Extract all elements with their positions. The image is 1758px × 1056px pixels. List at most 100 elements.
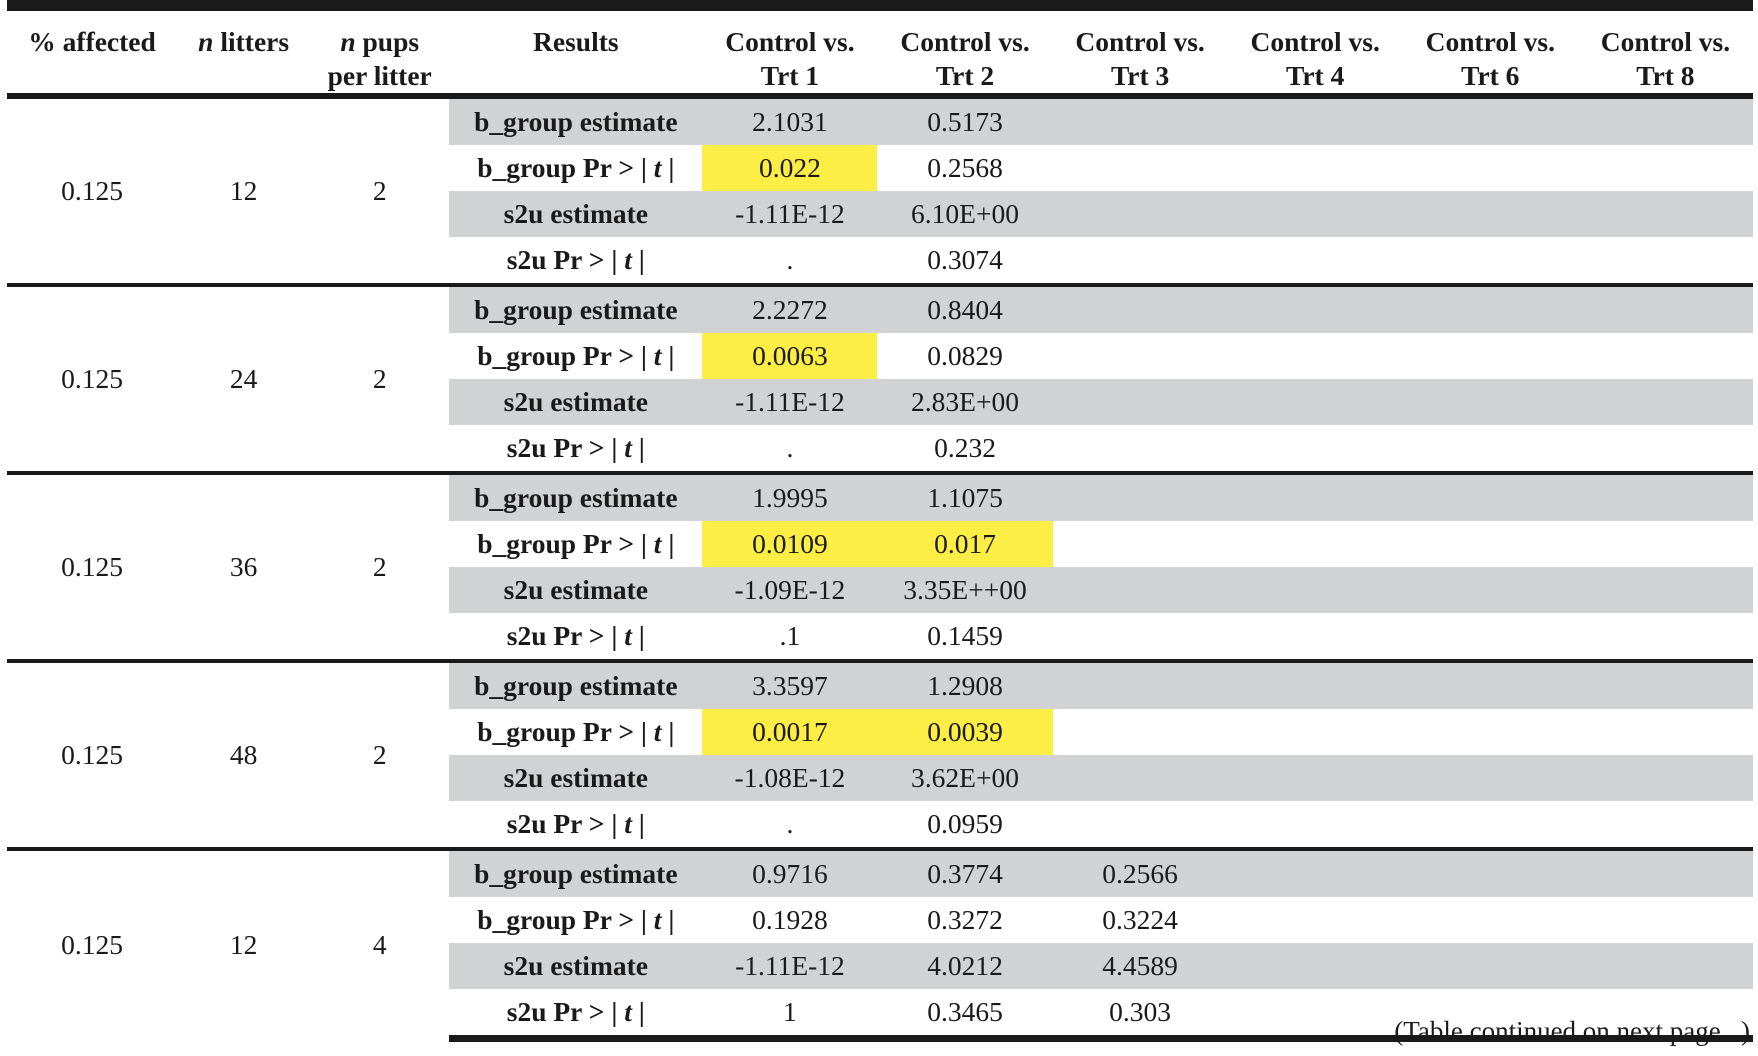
table-row: s2u Pr > | t | 1 0.3465 0.303	[7, 989, 1753, 1042]
value-cell	[1402, 95, 1578, 145]
label-s2u-estimate: s2u estimate	[449, 755, 703, 801]
value-cell: 3.35E++00	[877, 567, 1053, 613]
value-cell	[1402, 943, 1578, 989]
cell-litters: 12	[177, 847, 311, 1039]
cell-litters: 24	[177, 283, 311, 473]
value-cell	[1227, 755, 1403, 801]
header-comparison-trt6: Control vs. Trt 6	[1402, 11, 1578, 99]
value-cell: 2.83E+00	[877, 379, 1053, 425]
value-cell: 4.4589	[1052, 943, 1228, 989]
value-cell	[1578, 521, 1753, 567]
value-cell	[1403, 237, 1578, 285]
value-cell	[1578, 425, 1753, 473]
value-cell: 0.303	[1052, 989, 1228, 1042]
label-s2u-pr: s2u Pr > | t |	[506, 808, 645, 839]
value-cell	[1227, 191, 1403, 237]
value-cell: 1.2908	[877, 659, 1053, 709]
value-cell: 0.3224	[1102, 904, 1178, 935]
value-cell	[1227, 379, 1403, 425]
value-cell	[1577, 567, 1753, 613]
value-cell: 0.0017	[702, 709, 878, 755]
cell-pups: 2	[310, 659, 450, 849]
value-cell	[1052, 283, 1228, 333]
label-s2u-pr: s2u Pr > | t |	[506, 620, 645, 651]
value-cell: 1.9995	[702, 471, 878, 521]
value-cell	[1053, 709, 1228, 755]
value-cell: 3.3597	[702, 659, 878, 709]
value-cell	[1053, 237, 1228, 285]
value-cell: 4.0212	[877, 943, 1053, 989]
value-cell	[1227, 283, 1403, 333]
value-cell	[1228, 333, 1403, 379]
value-cell: 3.62E+00	[877, 755, 1053, 801]
value-cell: 0.0959	[927, 808, 1003, 839]
continuation-note: (Table continued on next page...)	[1394, 1016, 1750, 1046]
table-row: s2u Pr > | t |. 0.3074	[7, 237, 1753, 285]
table-row: s2u Pr > | t | .1 0.1459	[7, 613, 1753, 661]
results-table-wrapper: % affected n litters n pups per litter Re…	[7, 0, 1753, 1042]
value-cell	[1052, 471, 1228, 521]
value-cell: 0.3272	[927, 904, 1003, 935]
value-cell	[1228, 613, 1403, 661]
value-cell: 0.8404	[877, 283, 1053, 333]
cell-litters: 12	[177, 95, 311, 285]
top-rule	[7, 0, 1753, 11]
value-cell	[1227, 95, 1403, 145]
value-cell	[1578, 237, 1753, 285]
header-comparison-trt4: Control vs. Trt 4	[1227, 11, 1403, 99]
value-cell	[1402, 283, 1578, 333]
value-cell	[1228, 521, 1403, 567]
value-cell	[1227, 847, 1403, 897]
header-pups: n pups per litter	[310, 11, 450, 99]
value-cell	[1402, 989, 1578, 1042]
value-cell: 0.1928	[752, 904, 828, 935]
cell-pups: 2	[310, 471, 450, 661]
value-cell: 0.2566	[1052, 847, 1228, 897]
cell-affected: 0.125	[7, 95, 178, 285]
cell-affected: 0.125	[7, 283, 178, 473]
table-row: s2u Pr > | t |. 0.0959	[7, 801, 1753, 849]
table-body: 0.125 12 2 b_group estimate 2.1031 0.5173 b_gr…	[7, 95, 1753, 1042]
table-row: 0.125 24 2 b_group estimate 2.2272 0.8404	[7, 283, 1753, 473]
value-cell: 0.3774	[877, 847, 1053, 897]
value-cell: 0.0829	[927, 340, 1003, 371]
value-cell: 0.5173	[877, 95, 1053, 145]
value-cell	[1052, 659, 1228, 709]
value-cell: 2.2272	[702, 283, 878, 333]
value-cell: 2.1031	[702, 95, 878, 145]
value-cell	[1577, 95, 1753, 145]
cell-affected: 0.125	[7, 659, 178, 849]
label-b-group-pr: b_group Pr > | t |	[477, 904, 675, 935]
table-row: b_group Pr > | t | 0.0109 0.017	[7, 521, 1753, 567]
value-cell	[1227, 989, 1403, 1042]
table-row: 0.125 36 2 b_group estimate 1.9995 1.1075	[7, 471, 1753, 661]
cell-affected: 0.125	[7, 471, 178, 661]
value-cell: 0.9716	[702, 847, 878, 897]
value-cell	[1402, 379, 1578, 425]
value-cell	[1227, 567, 1403, 613]
value-cell	[1403, 145, 1578, 191]
table-row: s2u estimate -1.11E-12 2.83E+00	[7, 379, 1753, 425]
header-comparison-trt8: Control vs. Trt 8	[1577, 11, 1753, 99]
label-b-group-estimate: b_group estimate	[449, 471, 703, 521]
label-s2u-pr: s2u Pr > | t |	[506, 432, 645, 463]
value-cell	[1577, 379, 1753, 425]
value-cell	[1052, 191, 1228, 237]
table-row: s2u estimate -1.08E-12 3.62E+00	[7, 755, 1753, 801]
header-comparison-trt2: Control vs. Trt 2	[877, 11, 1053, 99]
label-s2u-pr: s2u Pr > | t |	[449, 989, 703, 1042]
value-cell	[1053, 801, 1228, 849]
results-table: % affected n litters n pups per litter Re…	[7, 0, 1753, 1042]
cell-litters: 48	[177, 659, 311, 849]
value-cell: 0.2568	[927, 152, 1003, 183]
value-cell	[1053, 145, 1228, 191]
value-cell	[1402, 471, 1578, 521]
value-cell	[1577, 471, 1753, 521]
value-cell: 1.1075	[877, 471, 1053, 521]
value-cell: -1.09E-12	[702, 567, 878, 613]
table-row: s2u Pr > | t |. 0.232	[7, 425, 1753, 473]
label-b-group-pr: b_group Pr > | t |	[477, 528, 675, 559]
value-cell	[1052, 567, 1228, 613]
label-b-group-estimate: b_group estimate	[449, 283, 703, 333]
label-b-group-pr: b_group Pr > | t |	[477, 340, 675, 371]
